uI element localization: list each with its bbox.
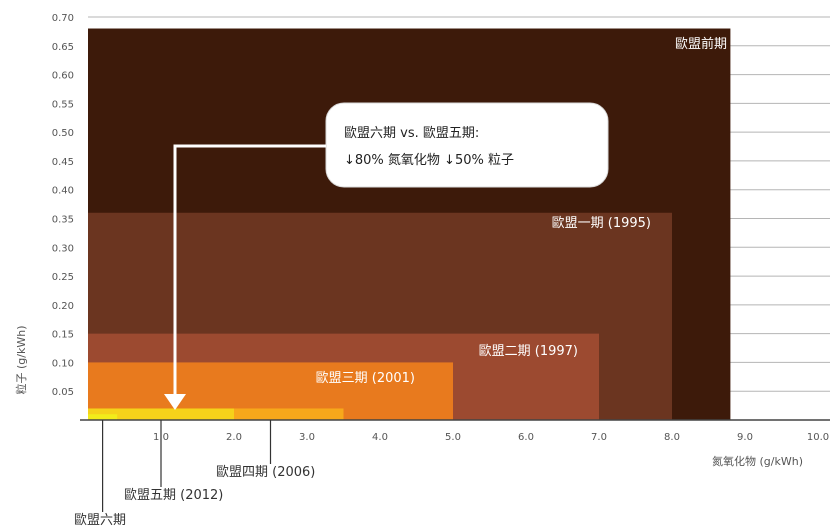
y-tick-label: 0.50: [52, 128, 74, 139]
x-tick-label: 6.0: [518, 432, 534, 443]
x-tick-label: 8.0: [664, 432, 680, 443]
comparison-arrow: [164, 144, 326, 410]
y-axis-title: 粒子 (g/kWh): [14, 326, 28, 395]
y-tick-label: 0.20: [52, 301, 74, 312]
x-tick-label: 7.0: [591, 432, 607, 443]
callout-box: 歐盟六期 vs. 歐盟五期: ↓80% 氮氧化物 ↓50% 粒子: [325, 102, 609, 188]
x-tick-label: 4.0: [372, 432, 388, 443]
region-label: 歐盟一期 (1995): [552, 216, 651, 231]
y-tick-label: 0.30: [52, 243, 74, 254]
y-tick-label: 0.40: [52, 186, 74, 197]
callout-bubble: [325, 102, 609, 188]
y-tick-label: 0.65: [52, 42, 74, 53]
x-tick-label: 9.0: [737, 432, 753, 443]
y-tick-label: 0.05: [52, 387, 74, 398]
y-tick-label: 0.55: [52, 99, 74, 110]
x-axis-title: 氮氧化物 (g/kWh): [712, 454, 803, 468]
y-tick-label: 0.45: [52, 157, 74, 168]
y-tick-label: 0.25: [52, 272, 74, 283]
x-tick-label: 10.0: [807, 432, 829, 443]
y-tick-label: 0.35: [52, 215, 74, 226]
y-tick-label: 0.15: [52, 330, 74, 341]
x-tick-label: 3.0: [299, 432, 315, 443]
x-tick-label: 5.0: [445, 432, 461, 443]
region-5: [88, 408, 234, 420]
y-tick-label: 0.60: [52, 71, 74, 82]
stage-label: 歐盟六期: [74, 513, 126, 528]
y-axis-ticks: 0.05 0.10 0.15 0.20 0.25 0.30 0.35 0.40 0.45 0.50…: [52, 13, 74, 398]
stage-markers: 歐盟四期 (2006) 歐盟五期 (2012) 歐盟六期: [74, 420, 315, 528]
x-axis: 1.0 2.0 3.0 4.0 5.0 6.0 7.0 8.0 9.0 10.0: [80, 419, 830, 443]
arrow-line: [173, 144, 326, 394]
region-6: [88, 414, 118, 420]
region-label-euro3: 歐盟三期 (2001): [316, 371, 415, 386]
arrow-head: [164, 394, 186, 410]
stage-label: 歐盟四期 (2006): [216, 465, 315, 480]
x-tick-label: 2.0: [226, 432, 242, 443]
region-label: 歐盟前期: [675, 36, 727, 52]
callout-line-2: ↓80% 氮氧化物 ↓50% 粒子: [344, 153, 514, 168]
region-label: 歐盟二期 (1997): [479, 344, 578, 359]
emission-regions: [88, 28, 731, 421]
y-tick-label: 0.10: [52, 358, 74, 369]
callout-line-1: 歐盟六期 vs. 歐盟五期:: [344, 126, 479, 141]
y-tick-label: 0.70: [52, 13, 74, 24]
stage-label: 歐盟五期 (2012): [124, 488, 223, 503]
